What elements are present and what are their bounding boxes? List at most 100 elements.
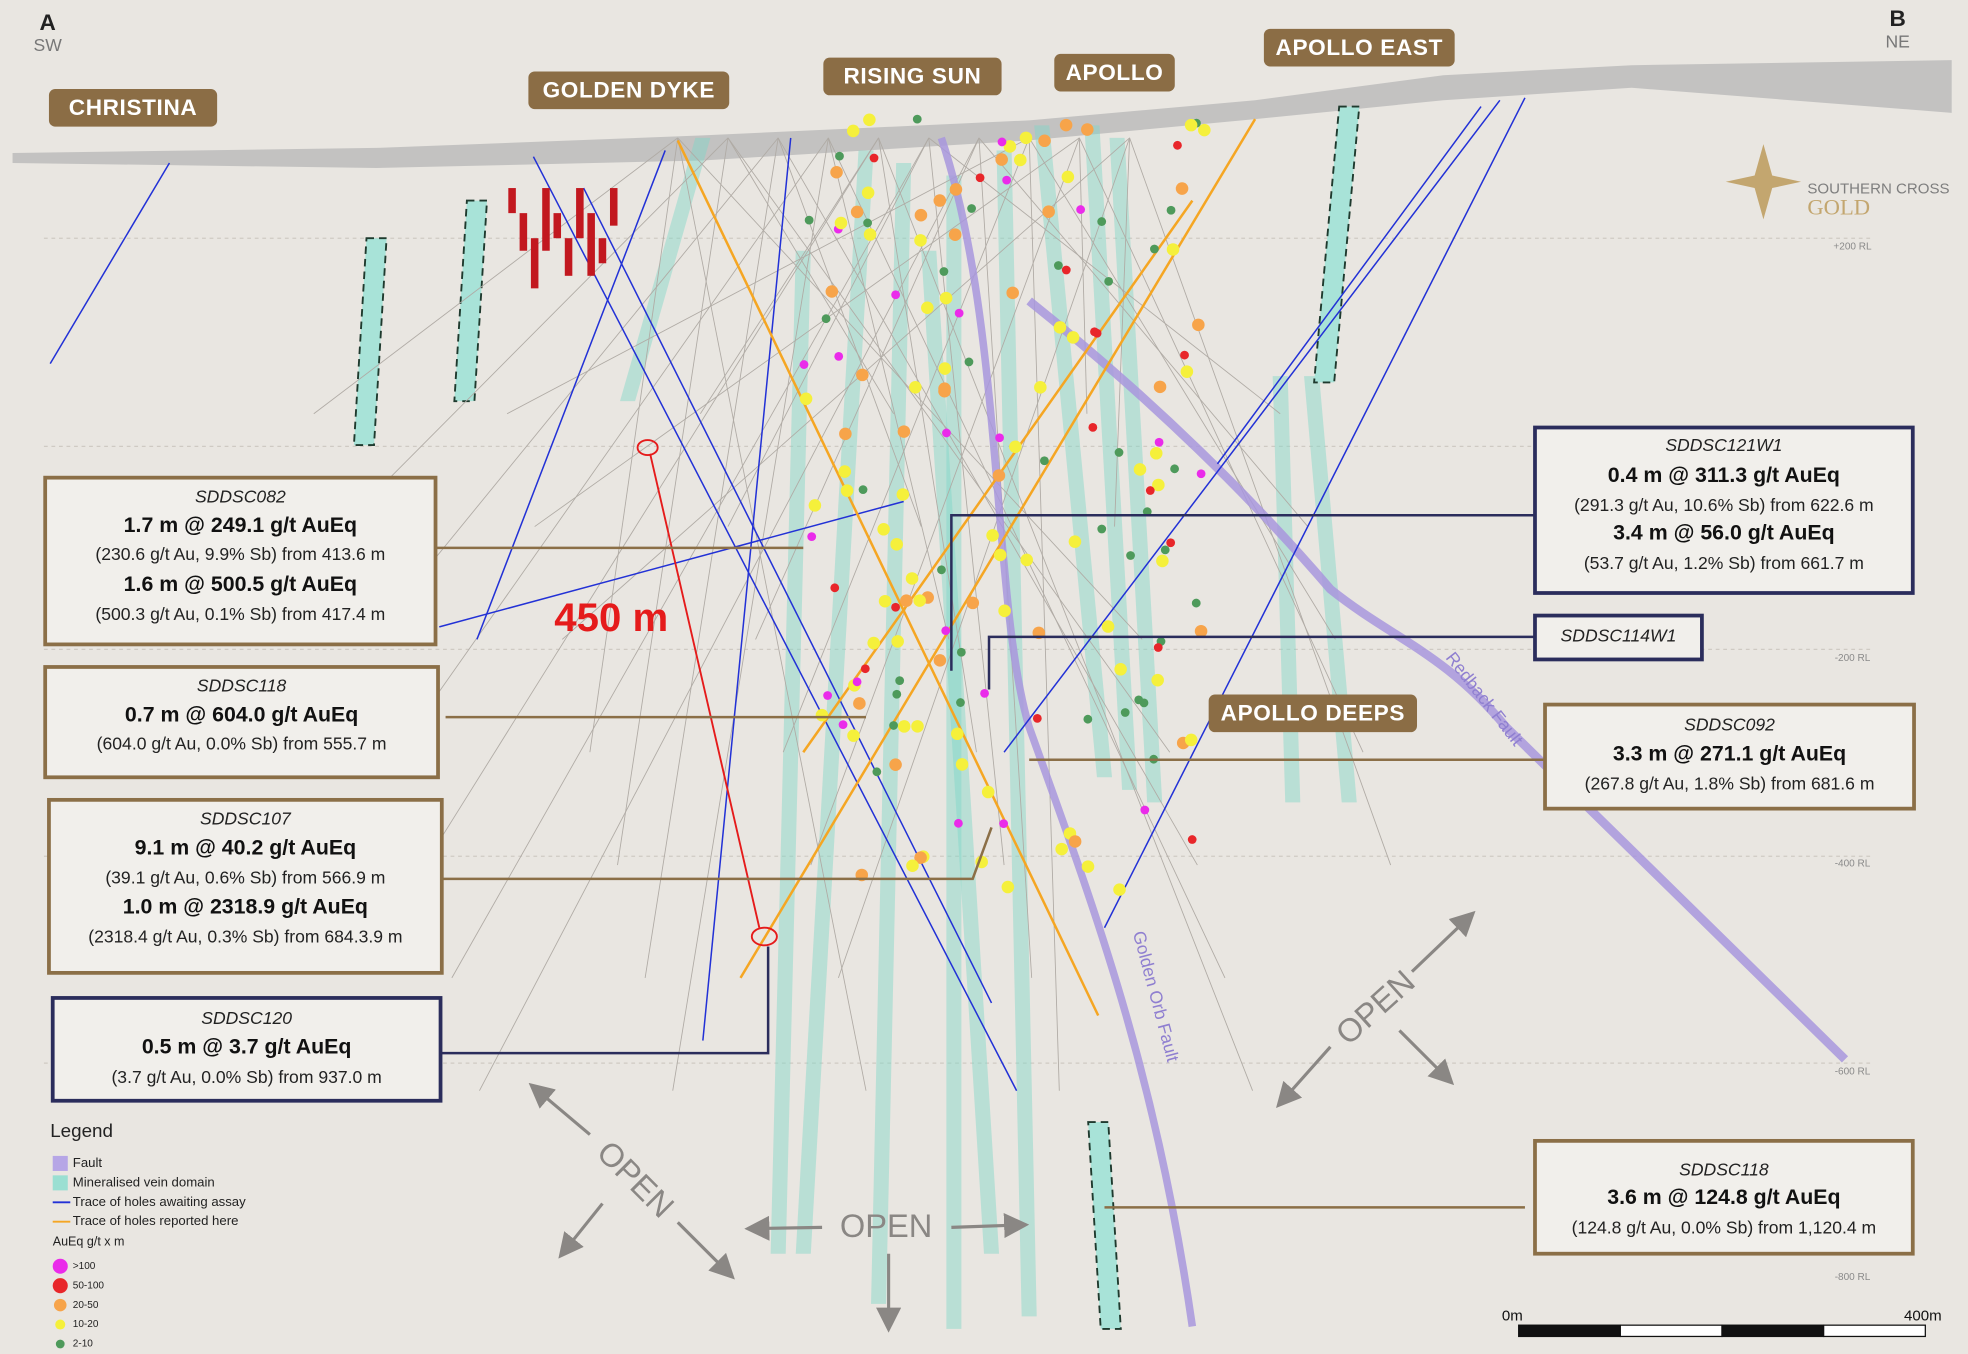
callout-box [47, 797, 444, 975]
assay-point [1184, 733, 1198, 747]
legend-item: Trace of holes reported here [73, 1213, 239, 1228]
assay-point [1006, 286, 1019, 300]
drill-trace-other [837, 137, 1131, 979]
callout-box [1543, 702, 1916, 811]
assay-point [830, 583, 840, 593]
callout-headline: 3.6 m @ 124.8 g/t AuEq [1607, 1185, 1840, 1209]
assay-point [867, 636, 880, 650]
assay-point [938, 362, 952, 375]
assay-point [1061, 170, 1075, 184]
callout-hole: SDDSC118 [197, 676, 287, 696]
drill-trace-other [1114, 137, 1131, 527]
prospect-label: RISING SUN [843, 64, 981, 89]
callout-detail: (267.8 g/t Au, 1.8% Sb) from 681.6 m [1585, 773, 1875, 793]
legend-swatch [52, 1175, 68, 1191]
assay-point [1196, 469, 1206, 479]
assay-point [1088, 422, 1098, 432]
assay-point [954, 308, 964, 318]
assay-point [986, 529, 999, 542]
assay-point [1154, 437, 1164, 447]
assay-point [1034, 381, 1047, 394]
prospect-label: APOLLO DEEPS [1221, 701, 1405, 726]
legend-grade: 20-50 [73, 1300, 99, 1311]
assay-point [997, 137, 1007, 147]
callout-detail: (39.1 g/t Au, 0.6% Sb) from 566.9 m [105, 867, 385, 887]
assay-point [1003, 140, 1017, 153]
assay-point [891, 635, 904, 648]
assay-point [998, 604, 1011, 618]
assay-point [858, 485, 868, 494]
assay-point [838, 720, 848, 730]
drill-trace-other [1028, 137, 1060, 1091]
ground-surface [12, 60, 1952, 168]
callout-box [43, 665, 440, 780]
drill-trace-other [827, 137, 950, 640]
assay-point [891, 290, 901, 300]
assay-point [1198, 123, 1211, 137]
drill-trace-other [782, 137, 1030, 753]
hole-awaiting-assay [1103, 97, 1526, 929]
legend-dot [55, 1319, 66, 1330]
callout-headline: 1.6 m @ 500.5 g/t AuEq [124, 572, 357, 596]
vein-outline [1087, 1121, 1122, 1330]
assay-point [956, 647, 966, 657]
target-marker [750, 926, 778, 947]
drill-trace-other [396, 137, 829, 753]
historic-workings [587, 213, 595, 276]
rl-label: -400 RL [1835, 858, 1871, 869]
drill-trace-other [644, 137, 779, 978]
legend-item: Fault [73, 1155, 103, 1170]
assay-point [1059, 118, 1073, 132]
assay-point [912, 114, 922, 124]
legend-dot [55, 1339, 65, 1349]
drill-trace-other [423, 137, 879, 866]
callout-detail: (604.0 g/t Au, 0.0% Sb) from 555.7 m [97, 733, 387, 753]
assay-point [1194, 624, 1208, 638]
prospect-label-bg [48, 89, 218, 127]
assay-point [897, 425, 911, 438]
assay-point [1175, 182, 1189, 195]
assay-point [1068, 535, 1082, 548]
open-arrow [1276, 1045, 1332, 1108]
assay-point [1114, 448, 1124, 457]
drill-trace-other [928, 137, 1281, 415]
vein-domain [921, 250, 1000, 1254]
callout-headline: 1.7 m @ 249.1 g/t AuEq [124, 513, 357, 537]
assay-point [1038, 134, 1051, 148]
assay-point [948, 228, 962, 241]
assay-point [825, 285, 839, 298]
assay-point [1090, 327, 1099, 337]
legend-dot [52, 1258, 68, 1274]
assay-point [911, 720, 924, 733]
assay-point [1019, 131, 1033, 145]
hole-awaiting-assay [1216, 106, 1482, 465]
assay-point [896, 488, 910, 501]
hole-reported [739, 118, 1257, 979]
scale-segment [1518, 1324, 1621, 1338]
assay-point [939, 267, 949, 276]
open-arrow [528, 1082, 591, 1136]
assay-point [869, 153, 879, 163]
drill-trace-other [589, 137, 679, 753]
assay-point [1187, 835, 1197, 844]
assay-point [1156, 554, 1169, 568]
drill-trace-other [777, 137, 922, 527]
vein-domain [946, 175, 962, 1329]
callout-headline: 0.4 m @ 311.3 g/t AuEq [1608, 463, 1840, 487]
assay-point [835, 151, 844, 161]
assay-point [1113, 883, 1126, 896]
assay-point [1152, 478, 1165, 492]
vein-domain [1034, 125, 1113, 778]
assay-point [1055, 842, 1068, 856]
rl-label: +200 RL [1833, 242, 1872, 253]
assay-point [823, 691, 832, 700]
logo-line1: SOUTHERN CROSS [1807, 180, 1949, 197]
drill-trace-other [672, 137, 829, 1091]
callout-detail: (3.7 g/t Au, 0.0% Sb) from 937.0 m [111, 1067, 381, 1087]
assay-point [1020, 553, 1034, 567]
assay-point [1126, 551, 1135, 560]
drill-trace-other [755, 137, 980, 640]
legend-grade: 10-20 [73, 1319, 99, 1330]
